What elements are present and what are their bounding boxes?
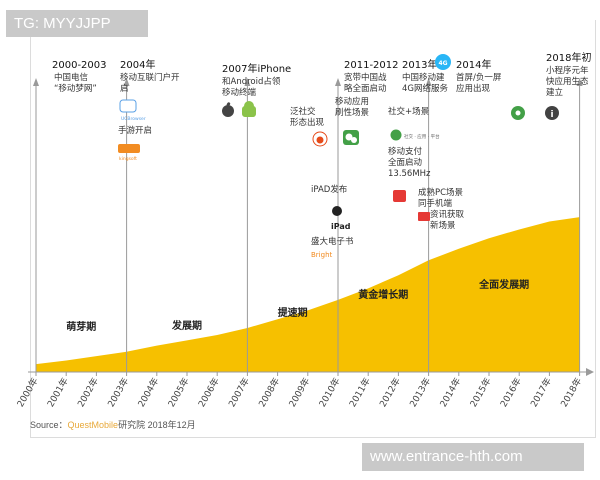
milestone-text: 移动互联门户开 [120,72,180,83]
x-tick-label: 2012年 [377,376,403,410]
green-app-inner-icon [515,110,521,116]
phase-label: 提速期 [278,306,308,319]
milestone-arrowhead [244,78,251,86]
x-tick-label: 2008年 [256,376,282,410]
x-tick-label: 2009年 [286,376,312,410]
annotation-text: 全面启动 [388,157,423,168]
x-tick-label: 2005年 [165,376,191,410]
milestone-text: 应用出现 [456,83,491,94]
milestone-text: 宽带中国战 [344,72,387,83]
source-brand: QuestMobile [67,420,119,430]
milestone-year: 2004年 [120,58,155,71]
annotation-text: 同手机端 [418,198,453,209]
area-fill [36,217,580,372]
x-tick-label: 2015年 [467,376,493,410]
x-axis-arrowhead [586,368,594,376]
x-tick-label: 2003年 [105,376,131,410]
android-head-icon [244,101,254,111]
weibo-eye-icon [316,136,324,144]
milestone-text: 略全面启动 [344,83,387,94]
ipad-apple-icon [332,206,342,216]
annotation-text: 形态出现 [290,117,325,128]
source-suffix: 研究院 2018年12月 [118,420,196,430]
wechat-bubble2-icon [351,137,357,143]
milestone-text: 和Android占领 [222,76,281,87]
annotation-text: iPAD发布 [311,184,347,195]
kingsoft-logo-label: kingsoft [119,156,137,162]
social-logo-label: 社交 · 应用 · 平台 [404,133,440,140]
milestone-arrowhead [576,78,583,86]
milestone-text: 首屏/负一屏 [456,72,502,83]
annotation-text: 泛社交 [290,106,316,117]
milestone-text: 中国电信 [54,72,89,83]
uc-logo-label: UCBrowser [121,116,146,122]
milestone-arrowhead [123,78,130,86]
milestone-text: 建立 [546,87,564,98]
milestone-year: 2007年iPhone [222,62,291,75]
watermark-bottom: www.entrance-hth.com [362,443,584,471]
phase-label: 发展期 [171,319,202,332]
news-logo-icon [418,212,430,221]
payment-logo-icon [393,190,406,202]
annotation-text: 13.56MHz [388,169,431,179]
source-prefix: Source： [30,420,68,430]
info-icon [545,106,559,120]
milestone-year: 2011-2012 [344,60,399,71]
x-tick-label: 2018年 [558,376,584,410]
wechat-bubble-icon [345,133,353,141]
milestone-text: 小程序元年 [546,65,589,76]
info-icon-glyph: i [550,110,553,120]
watermark-top: TG: MYYJJPP [6,10,148,37]
annotation-text: 资讯获取 [430,209,465,220]
milestone-text: 启 [120,83,129,94]
x-tick-label: 2013年 [407,376,433,410]
annotation-text: 新场景 [430,220,456,231]
milestone-text: 移动终端 [222,87,257,98]
milestone-text: 4G网络服务 [402,83,448,94]
uc-logo-icon [119,99,137,113]
x-tick-label: 2011年 [346,376,372,410]
milestone-text: 中国移动建 [402,72,445,83]
milestone-arrowhead [335,78,341,86]
milestone-arrowhead [33,78,39,86]
annotation-text: 手游开启 [118,125,152,136]
apple-icon [222,105,234,117]
x-tick-label: 2017年 [528,376,554,410]
milestone-text: 快应用生态 [546,76,589,87]
annotation-text: 成熟PC场景 [418,187,463,198]
annotation-text: 社交+场景 [388,106,429,117]
x-tick-label: 2016年 [497,376,523,410]
x-tick-label: 2002年 [75,376,101,410]
kingsoft-logo-icon [118,144,140,153]
x-tick-label: 2001年 [44,376,70,410]
x-tick-label: 2014年 [437,376,463,410]
milestone-year: 2014年 [456,58,491,71]
annotation-text: 刷性场景 [335,107,369,118]
annotation-text: 移动应用 [335,96,369,107]
phase-label: 黄金增长期 [358,288,408,301]
milestone-year: 2018年初 [546,51,591,64]
china-mobile-4g-icon [435,54,451,70]
phase-label: 萌芽期 [66,320,96,333]
annotation-text: 盛大电子书 [311,236,354,247]
wechat-small-icon [390,129,402,141]
milestone-year: 2013年 [402,58,437,71]
milestone-arrowhead [425,78,432,86]
apple-leaf-icon [226,102,231,107]
x-tick-label: 2000年 [14,376,40,410]
bright-logo-label: Bright [311,251,333,259]
milestone-text: “移动梦网” [54,83,97,94]
milestone-year: 2000-2003 [52,60,107,71]
ipad-logo-label: iPad [331,222,351,231]
x-tick-label: 2007年 [226,376,252,410]
four-g-label: 4G [438,60,447,67]
annotation-text: 移动支付 [388,146,423,157]
x-tick-label: 2010年 [316,376,342,410]
x-tick-label: 2004年 [135,376,161,410]
x-tick-label: 2006年 [195,376,221,410]
phase-label: 全面发展期 [478,278,529,291]
source-note: Source：QuestMobile研究院 2018年12月 [30,418,196,431]
